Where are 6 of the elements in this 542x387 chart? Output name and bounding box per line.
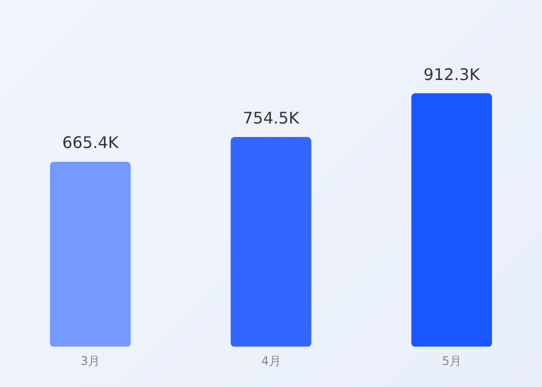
x-tick-label: 5月 <box>442 354 462 368</box>
data-label: 665.4K <box>62 133 119 152</box>
data-label: 754.5K <box>242 108 300 128</box>
x-tick-label: 3月 <box>80 354 100 368</box>
data-label: 912.3K <box>424 64 480 84</box>
x-tick-label: 4月 <box>261 354 281 368</box>
